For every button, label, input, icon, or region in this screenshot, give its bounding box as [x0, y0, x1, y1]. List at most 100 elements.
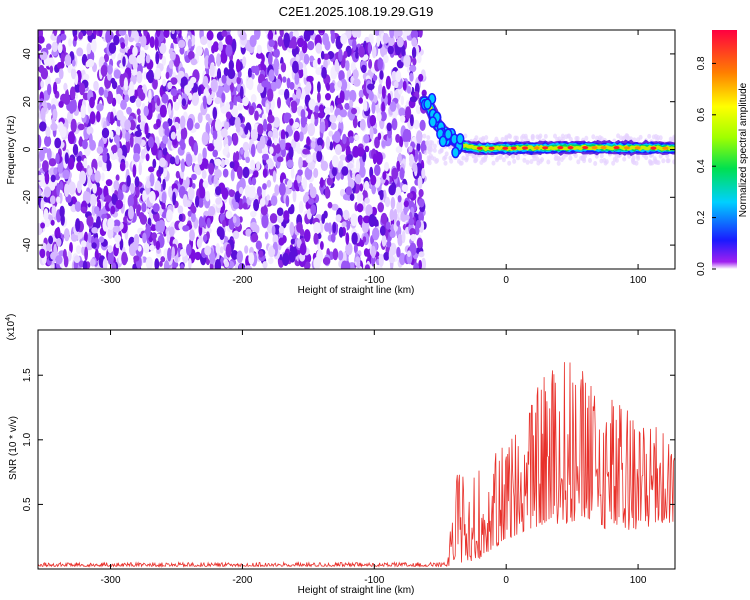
- noise-speckle: [210, 78, 218, 93]
- noise-speckle: [216, 226, 224, 237]
- noise-speckle: [150, 224, 157, 232]
- noise-speckle: [156, 118, 161, 128]
- noise-speckle: [222, 147, 228, 156]
- noise-speckle: [266, 194, 271, 201]
- noise-speckle: [194, 251, 202, 261]
- noise-speckle: [79, 82, 86, 96]
- noise-speckle: [89, 111, 96, 125]
- noise-speckle: [346, 162, 354, 169]
- noise-speckle: [401, 184, 409, 193]
- noise-speckle: [124, 33, 129, 47]
- noise-speckle: [189, 229, 195, 242]
- halo-speckle: [461, 155, 466, 161]
- noise-speckle: [117, 147, 123, 159]
- noise-speckle: [291, 103, 298, 114]
- noise-speckle: [369, 126, 374, 140]
- noise-speckle: [103, 53, 109, 63]
- noise-speckle: [250, 143, 256, 158]
- noise-speckle: [172, 191, 177, 206]
- y-tick-label: 0.5: [22, 497, 33, 511]
- noise-speckle: [262, 168, 268, 178]
- noise-speckle: [78, 136, 83, 147]
- noise-speckle: [194, 122, 200, 130]
- halo-speckle: [478, 137, 483, 143]
- noise-speckle: [54, 77, 62, 85]
- noise-speckle: [242, 56, 247, 67]
- halo-speckle: [575, 136, 580, 141]
- noise-speckle: [50, 174, 56, 183]
- noise-speckle: [409, 64, 417, 73]
- noise-speckle: [59, 205, 65, 218]
- noise-speckle: [331, 203, 339, 211]
- y-tick-label: 40: [22, 48, 33, 60]
- noise-speckle: [38, 148, 45, 162]
- noise-speckle: [203, 234, 208, 243]
- noise-speckle: [381, 85, 386, 99]
- noise-speckle: [261, 214, 269, 229]
- noise-speckle: [274, 65, 279, 77]
- halo-speckle: [644, 155, 649, 161]
- noise-speckle: [197, 85, 202, 97]
- signal-peak: [613, 146, 620, 150]
- noise-speckle: [100, 64, 108, 77]
- noise-speckle: [324, 186, 330, 199]
- noise-speckle: [379, 70, 384, 80]
- noise-speckle: [256, 44, 262, 54]
- noise-speckle: [388, 35, 395, 47]
- snr-x-label: Height of straight line (km): [298, 585, 415, 596]
- noise-speckle: [397, 195, 402, 203]
- noise-speckle: [278, 225, 285, 234]
- noise-speckle: [85, 191, 91, 204]
- noise-speckle: [206, 217, 211, 229]
- halo-speckle: [512, 158, 517, 164]
- svg-text:(x104): (x104): [5, 314, 17, 341]
- noise-speckle: [128, 54, 137, 65]
- noise-speckle: [124, 94, 130, 103]
- noise-speckle: [180, 158, 186, 173]
- noise-speckle: [80, 206, 87, 213]
- spectrogram-x-axis: -300 -200 -100 0 100: [101, 30, 647, 286]
- noise-speckle: [340, 78, 348, 92]
- noise-speckle: [197, 153, 203, 165]
- noise-speckle: [339, 109, 348, 118]
- noise-speckle: [308, 98, 316, 111]
- noise-speckle: [345, 30, 352, 40]
- noise-speckle: [411, 37, 418, 48]
- noise-speckle: [215, 197, 222, 205]
- noise-speckle: [158, 206, 163, 216]
- noise-speckle: [327, 201, 333, 209]
- halo-speckle: [632, 137, 637, 143]
- noise-speckle: [43, 186, 52, 198]
- noise-speckle: [409, 72, 414, 82]
- noise-speckle: [159, 157, 166, 168]
- noise-speckle: [118, 30, 127, 36]
- noise-speckle: [128, 205, 134, 220]
- noise-speckle: [40, 222, 45, 229]
- spectrogram-y-axis: -40 -20 0 20 40: [22, 48, 675, 252]
- noise-speckle: [377, 202, 385, 213]
- noise-speckle: [353, 243, 358, 254]
- noise-speckle: [112, 225, 121, 233]
- noise-speckle: [278, 237, 285, 246]
- noise-speckle: [225, 44, 233, 57]
- signal-peak: [582, 146, 589, 150]
- halo-speckle: [427, 149, 432, 155]
- noise-speckle: [275, 78, 282, 89]
- noise-speckle: [178, 213, 183, 222]
- noise-speckle: [155, 240, 161, 250]
- noise-speckle: [115, 126, 121, 137]
- noise-speckle: [356, 192, 364, 203]
- noise-speckle: [107, 245, 113, 254]
- noise-speckle: [340, 260, 349, 269]
- noise-speckle: [398, 200, 403, 213]
- noise-speckle: [103, 185, 109, 199]
- noise-speckle: [51, 41, 58, 53]
- noise-speckle: [138, 91, 146, 101]
- halo-speckle: [621, 136, 626, 142]
- noise-speckle: [111, 262, 117, 269]
- noise-speckle: [356, 106, 361, 115]
- noise-speckle: [284, 88, 290, 101]
- noise-speckle: [111, 97, 117, 107]
- noise-speckle: [62, 248, 67, 260]
- noise-speckle: [181, 98, 187, 107]
